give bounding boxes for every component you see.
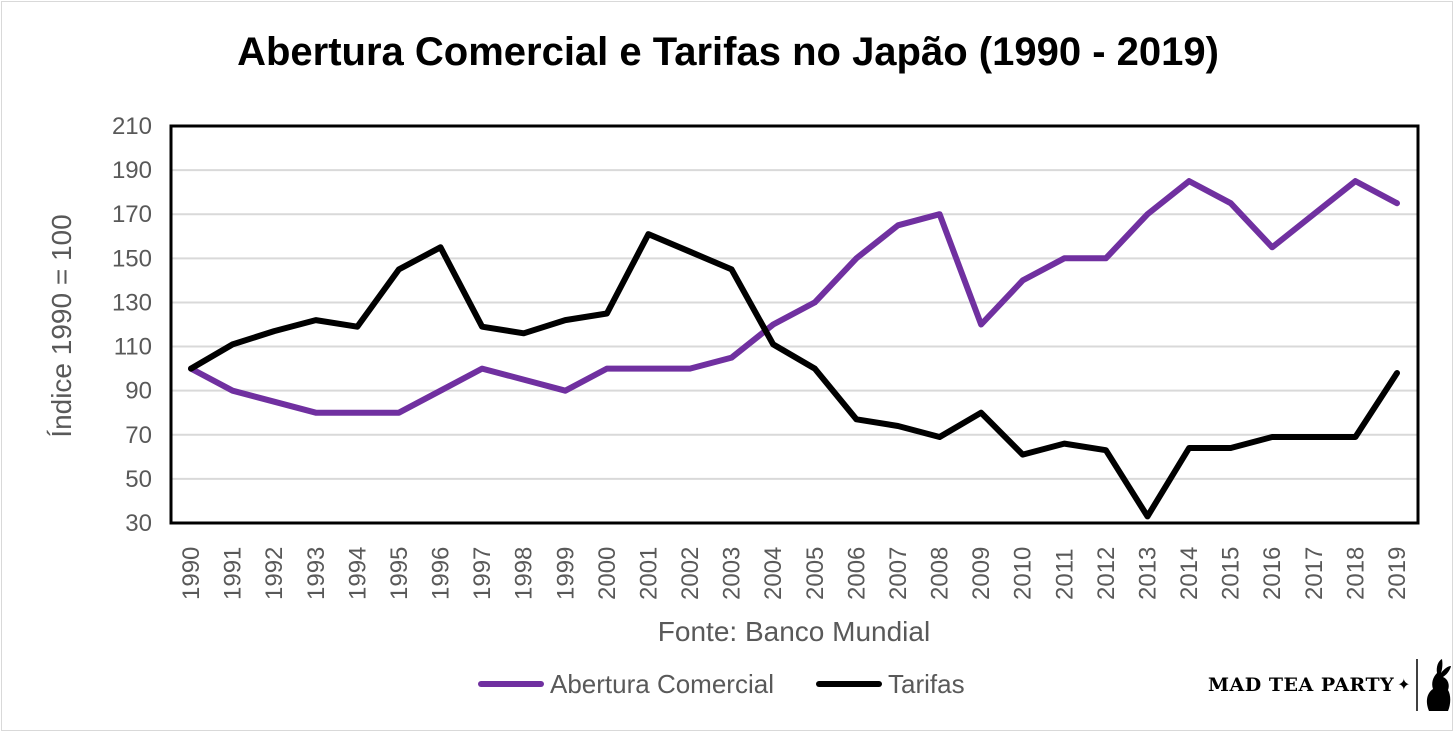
chart-title: Abertura Comercial e Tarifas no Japão (1… — [237, 30, 1219, 74]
x-tick-labels: 1990 1991 1992 1993 1994 1995 1996 1997 1998 1999… — [178, 547, 1411, 600]
gridlines — [171, 169, 1418, 480]
x-tick-label: 1996 — [428, 547, 455, 600]
x-tick-label: 2000 — [594, 547, 621, 600]
y-tick-label: 150 — [112, 245, 152, 272]
y-tick-label: 170 — [112, 201, 152, 228]
x-tick-label: 2011 — [1051, 548, 1078, 600]
legend-swatch-abertura — [478, 681, 544, 687]
x-tick-label: 1991 — [220, 547, 247, 600]
x-tick-label: 1999 — [552, 547, 579, 600]
x-tick-label: 1994 — [344, 547, 371, 600]
y-tick-labels: 210 190 170 150 130 110 90 70 50 30 — [112, 113, 152, 537]
x-tick-label: 2002 — [677, 547, 704, 600]
y-tick-label: 70 — [125, 422, 152, 449]
x-tick-label: 1997 — [469, 547, 496, 600]
legend-swatch-tarifas — [815, 681, 882, 687]
x-tick-label: 1993 — [303, 547, 330, 600]
x-tick-label: 2005 — [802, 547, 829, 600]
y-tick-label: 110 — [114, 334, 152, 361]
y-tick-label: 210 — [112, 113, 152, 140]
series-lines — [188, 178, 1400, 520]
x-tick-label: 2010 — [1010, 547, 1037, 600]
x-tick-label: 1990 — [178, 547, 205, 600]
x-tick-label: 1995 — [386, 547, 413, 600]
y-tick-label: 90 — [125, 378, 152, 405]
x-tick-label: 2017 — [1301, 547, 1328, 600]
legend: Abertura Comercial Tarifas — [478, 667, 1007, 701]
x-tick-label: 2016 — [1259, 547, 1286, 600]
x-tick-label: 2019 — [1384, 547, 1411, 600]
x-tick-label: 2014 — [1176, 547, 1203, 600]
x-tick-label: 2009 — [968, 547, 995, 600]
x-tick-label: 1992 — [261, 547, 288, 600]
brand-name: MAD TEA PARTY — [1208, 674, 1395, 696]
x-tick-label: 2003 — [719, 547, 746, 600]
rabbit-icon — [1415, 659, 1451, 711]
y-axis-label: Índice 1990 = 100 — [46, 214, 77, 438]
x-tick-label: 2012 — [1093, 547, 1120, 600]
x-tick-label: 2007 — [885, 547, 912, 600]
x-tick-label: 2004 — [760, 547, 787, 600]
plot-border — [169, 124, 1420, 525]
star-icon: ✦ — [1397, 677, 1411, 694]
x-tick-label: 2008 — [927, 547, 954, 600]
legend-item-tarifas: Tarifas — [815, 668, 965, 700]
abertura-comercial-line — [188, 178, 1400, 416]
tarifas-line — [188, 231, 1400, 520]
x-tick-label: 2013 — [1134, 547, 1161, 600]
y-tick-label: 130 — [112, 289, 152, 316]
x-tick-label: 2015 — [1218, 547, 1245, 600]
y-tick-label: 30 — [125, 510, 152, 537]
x-axis-label: Fonte: Banco Mundial — [657, 616, 931, 647]
legend-label-abertura: Abertura Comercial — [550, 668, 774, 699]
x-tick-label: 2018 — [1342, 547, 1369, 600]
y-tick-label: 50 — [125, 466, 152, 493]
y-tick-label: 190 — [112, 157, 152, 184]
legend-item-abertura: Abertura Comercial — [478, 669, 774, 700]
x-tick-label: 2001 — [635, 547, 662, 600]
x-tick-label: 1998 — [511, 547, 538, 600]
legend-label-tarifas: Tarifas — [887, 668, 965, 699]
brand-logo: MAD TEA PARTY ✦ — [1208, 657, 1455, 713]
x-tick-label: 2006 — [843, 547, 870, 600]
